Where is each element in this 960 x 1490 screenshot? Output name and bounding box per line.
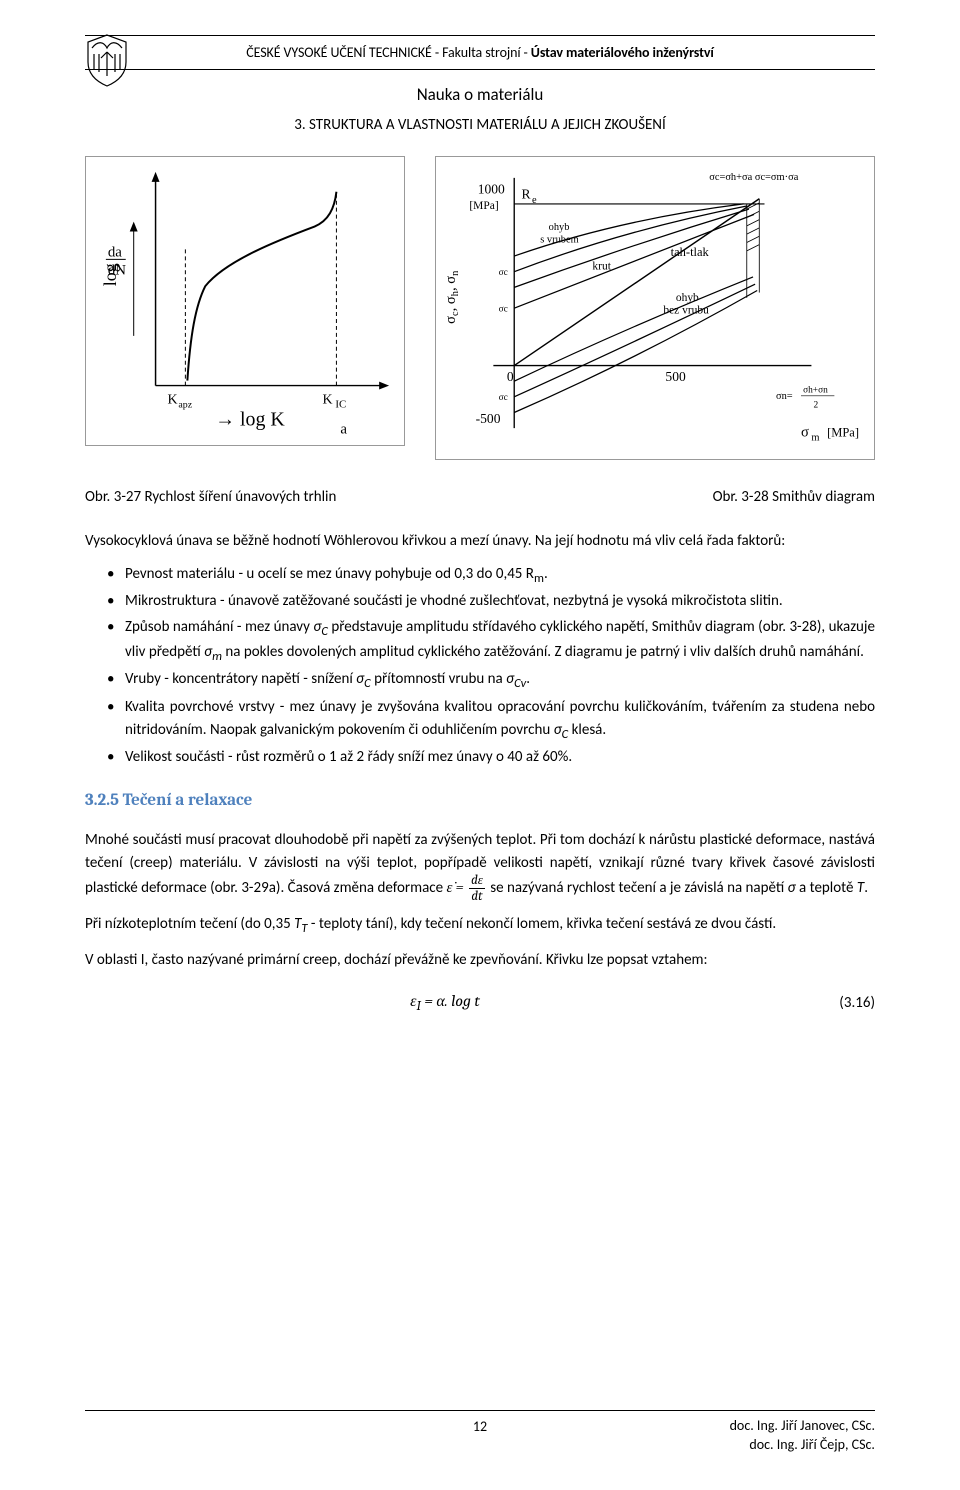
svg-text:500: 500 <box>665 369 686 384</box>
svg-text:σ: σ <box>801 424 809 440</box>
bullet-6: Velikost součásti - růst rozměrů o 1 až … <box>85 746 875 769</box>
footer-author-2: doc. Ing. Jiří Čejp, CSc. <box>612 1435 875 1455</box>
bullet-4: Vruby - koncentrátory napětí - snížení σ… <box>85 668 875 693</box>
page-footer: 12 doc. Ing. Jiří Janovec, CSc. doc. Ing… <box>85 1410 875 1455</box>
header-chapter: 3. STRUKTURA A VLASTNOSTI MATERIÁLU A JE… <box>85 114 875 137</box>
svg-text:2: 2 <box>814 400 819 410</box>
fraction-de-dt: dε dt <box>469 874 485 903</box>
svg-text:krut: krut <box>592 261 611 273</box>
svg-text:R: R <box>522 187 532 202</box>
bullet-3: Způsob namáhání - mez únavy σC představu… <box>85 616 875 667</box>
svg-text:e: e <box>532 195 537 206</box>
svg-text:a: a <box>340 421 347 437</box>
section-heading: 3.2.5 Tečení a relaxace <box>85 788 875 814</box>
svg-text:σc=σh+σa σc=σm·σa: σc=σh+σa σc=σm·σa <box>709 172 798 183</box>
bullet-2: Mikrostruktura - únavově zatěžované souč… <box>85 590 875 613</box>
header-subtitle: Nauka o materiálu <box>85 82 875 108</box>
bullet-5: Kvalita povrchové vrstvy - mez únavy je … <box>85 696 875 745</box>
svg-text:ohyb: ohyb <box>549 222 570 233</box>
svg-text:K: K <box>167 392 177 407</box>
caption-3-27: Obr. 3-27 Rychlost šíření únavových trhl… <box>85 486 448 509</box>
bullet-1: Pevnost materiálu - u ocelí se mez únavy… <box>85 563 875 588</box>
svg-text:σh+σn: σh+σn <box>803 386 828 396</box>
svg-text:ohyb: ohyb <box>676 292 699 304</box>
figure-3-28: σc, σh, σn 1000 -500 0 500 [MPa] σ m [MP… <box>435 156 875 468</box>
svg-text:1000: 1000 <box>478 181 505 196</box>
svg-text:s vrubem: s vrubem <box>540 235 578 246</box>
cvut-logo-icon <box>80 30 135 90</box>
intro-paragraph: Vysokocyklová únava se běžně hodnotí Wöh… <box>85 530 875 553</box>
page-header: ČESKÉ VYSOKÉ UČENÍ TECHNICKÉ - Fakulta s… <box>85 35 875 136</box>
svg-text:m: m <box>811 433 819 444</box>
header-institution: ČESKÉ VYSOKÉ UČENÍ TECHNICKÉ - Fakulta s… <box>85 35 875 70</box>
section-p3: V oblasti I, často nazývané primární cre… <box>85 949 875 972</box>
svg-text:-500: -500 <box>476 411 501 426</box>
svg-text:σn=: σn= <box>776 391 793 402</box>
chart-smith-diagram: σc, σh, σn 1000 -500 0 500 [MPa] σ m [MP… <box>435 156 875 460</box>
footer-author-1: doc. Ing. Jiří Janovec, CSc. <box>612 1416 875 1436</box>
figure-captions: Obr. 3-27 Rychlost šíření únavových trhl… <box>85 486 875 509</box>
svg-text:K: K <box>323 392 333 407</box>
svg-text:bez vrubu: bez vrubu <box>663 304 709 316</box>
svg-text:tah-tlak: tah-tlak <box>671 245 710 259</box>
svg-text:σc, σh, σn: σc, σh, σn <box>443 270 461 324</box>
equation-3-16: εI = α. log t (3.16) <box>85 989 875 1017</box>
page-number: 12 <box>348 1416 611 1437</box>
svg-text:σc: σc <box>499 268 508 278</box>
svg-text:IC: IC <box>335 398 346 410</box>
section-p2: Při nízkoteplotním tečení (do 0,35 TT - … <box>85 913 875 939</box>
bullet-list: Pevnost materiálu - u ocelí se mez únavy… <box>85 563 875 770</box>
figure-3-27: log da dN → log K a K apz K IC <box>85 156 405 454</box>
caption-3-28: Obr. 3-28 Smithův diagram <box>713 486 875 509</box>
svg-text:apz: apz <box>178 399 192 410</box>
chart-crack-growth: log da dN → log K a K apz K IC <box>85 156 405 446</box>
svg-text:σc: σc <box>499 393 508 403</box>
svg-text:[MPa]: [MPa] <box>469 200 498 212</box>
svg-text:da: da <box>108 244 122 260</box>
svg-text:dN: dN <box>108 262 126 278</box>
figures-row: log da dN → log K a K apz K IC <box>85 156 875 468</box>
svg-text:→ log K: → log K <box>215 408 285 430</box>
svg-text:[MPa]: [MPa] <box>827 425 859 439</box>
svg-text:σc: σc <box>499 304 508 314</box>
section-p1: Mnohé součásti musí pracovat dlouhodobě … <box>85 829 875 903</box>
svg-text:0: 0 <box>507 369 514 384</box>
